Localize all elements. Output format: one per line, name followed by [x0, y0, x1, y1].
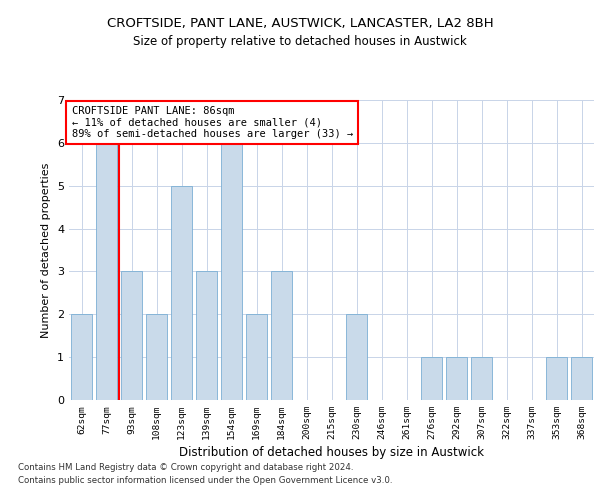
Bar — [471, 357, 492, 400]
Bar — [421, 357, 442, 400]
Bar — [446, 357, 467, 400]
Text: Contains HM Land Registry data © Crown copyright and database right 2024.: Contains HM Land Registry data © Crown c… — [18, 462, 353, 471]
Bar — [346, 314, 367, 400]
X-axis label: Distribution of detached houses by size in Austwick: Distribution of detached houses by size … — [179, 446, 484, 460]
Bar — [146, 314, 167, 400]
Bar — [196, 272, 217, 400]
Bar — [121, 272, 142, 400]
Text: Size of property relative to detached houses in Austwick: Size of property relative to detached ho… — [133, 35, 467, 48]
Y-axis label: Number of detached properties: Number of detached properties — [41, 162, 52, 338]
Text: Contains public sector information licensed under the Open Government Licence v3: Contains public sector information licen… — [18, 476, 392, 485]
Text: CROFTSIDE PANT LANE: 86sqm
← 11% of detached houses are smaller (4)
89% of semi-: CROFTSIDE PANT LANE: 86sqm ← 11% of deta… — [71, 106, 353, 139]
Bar — [271, 272, 292, 400]
Text: CROFTSIDE, PANT LANE, AUSTWICK, LANCASTER, LA2 8BH: CROFTSIDE, PANT LANE, AUSTWICK, LANCASTE… — [107, 18, 493, 30]
Bar — [571, 357, 592, 400]
Bar — [71, 314, 92, 400]
Bar — [546, 357, 567, 400]
Bar — [221, 143, 242, 400]
Bar — [171, 186, 192, 400]
Bar — [96, 143, 117, 400]
Bar — [246, 314, 267, 400]
